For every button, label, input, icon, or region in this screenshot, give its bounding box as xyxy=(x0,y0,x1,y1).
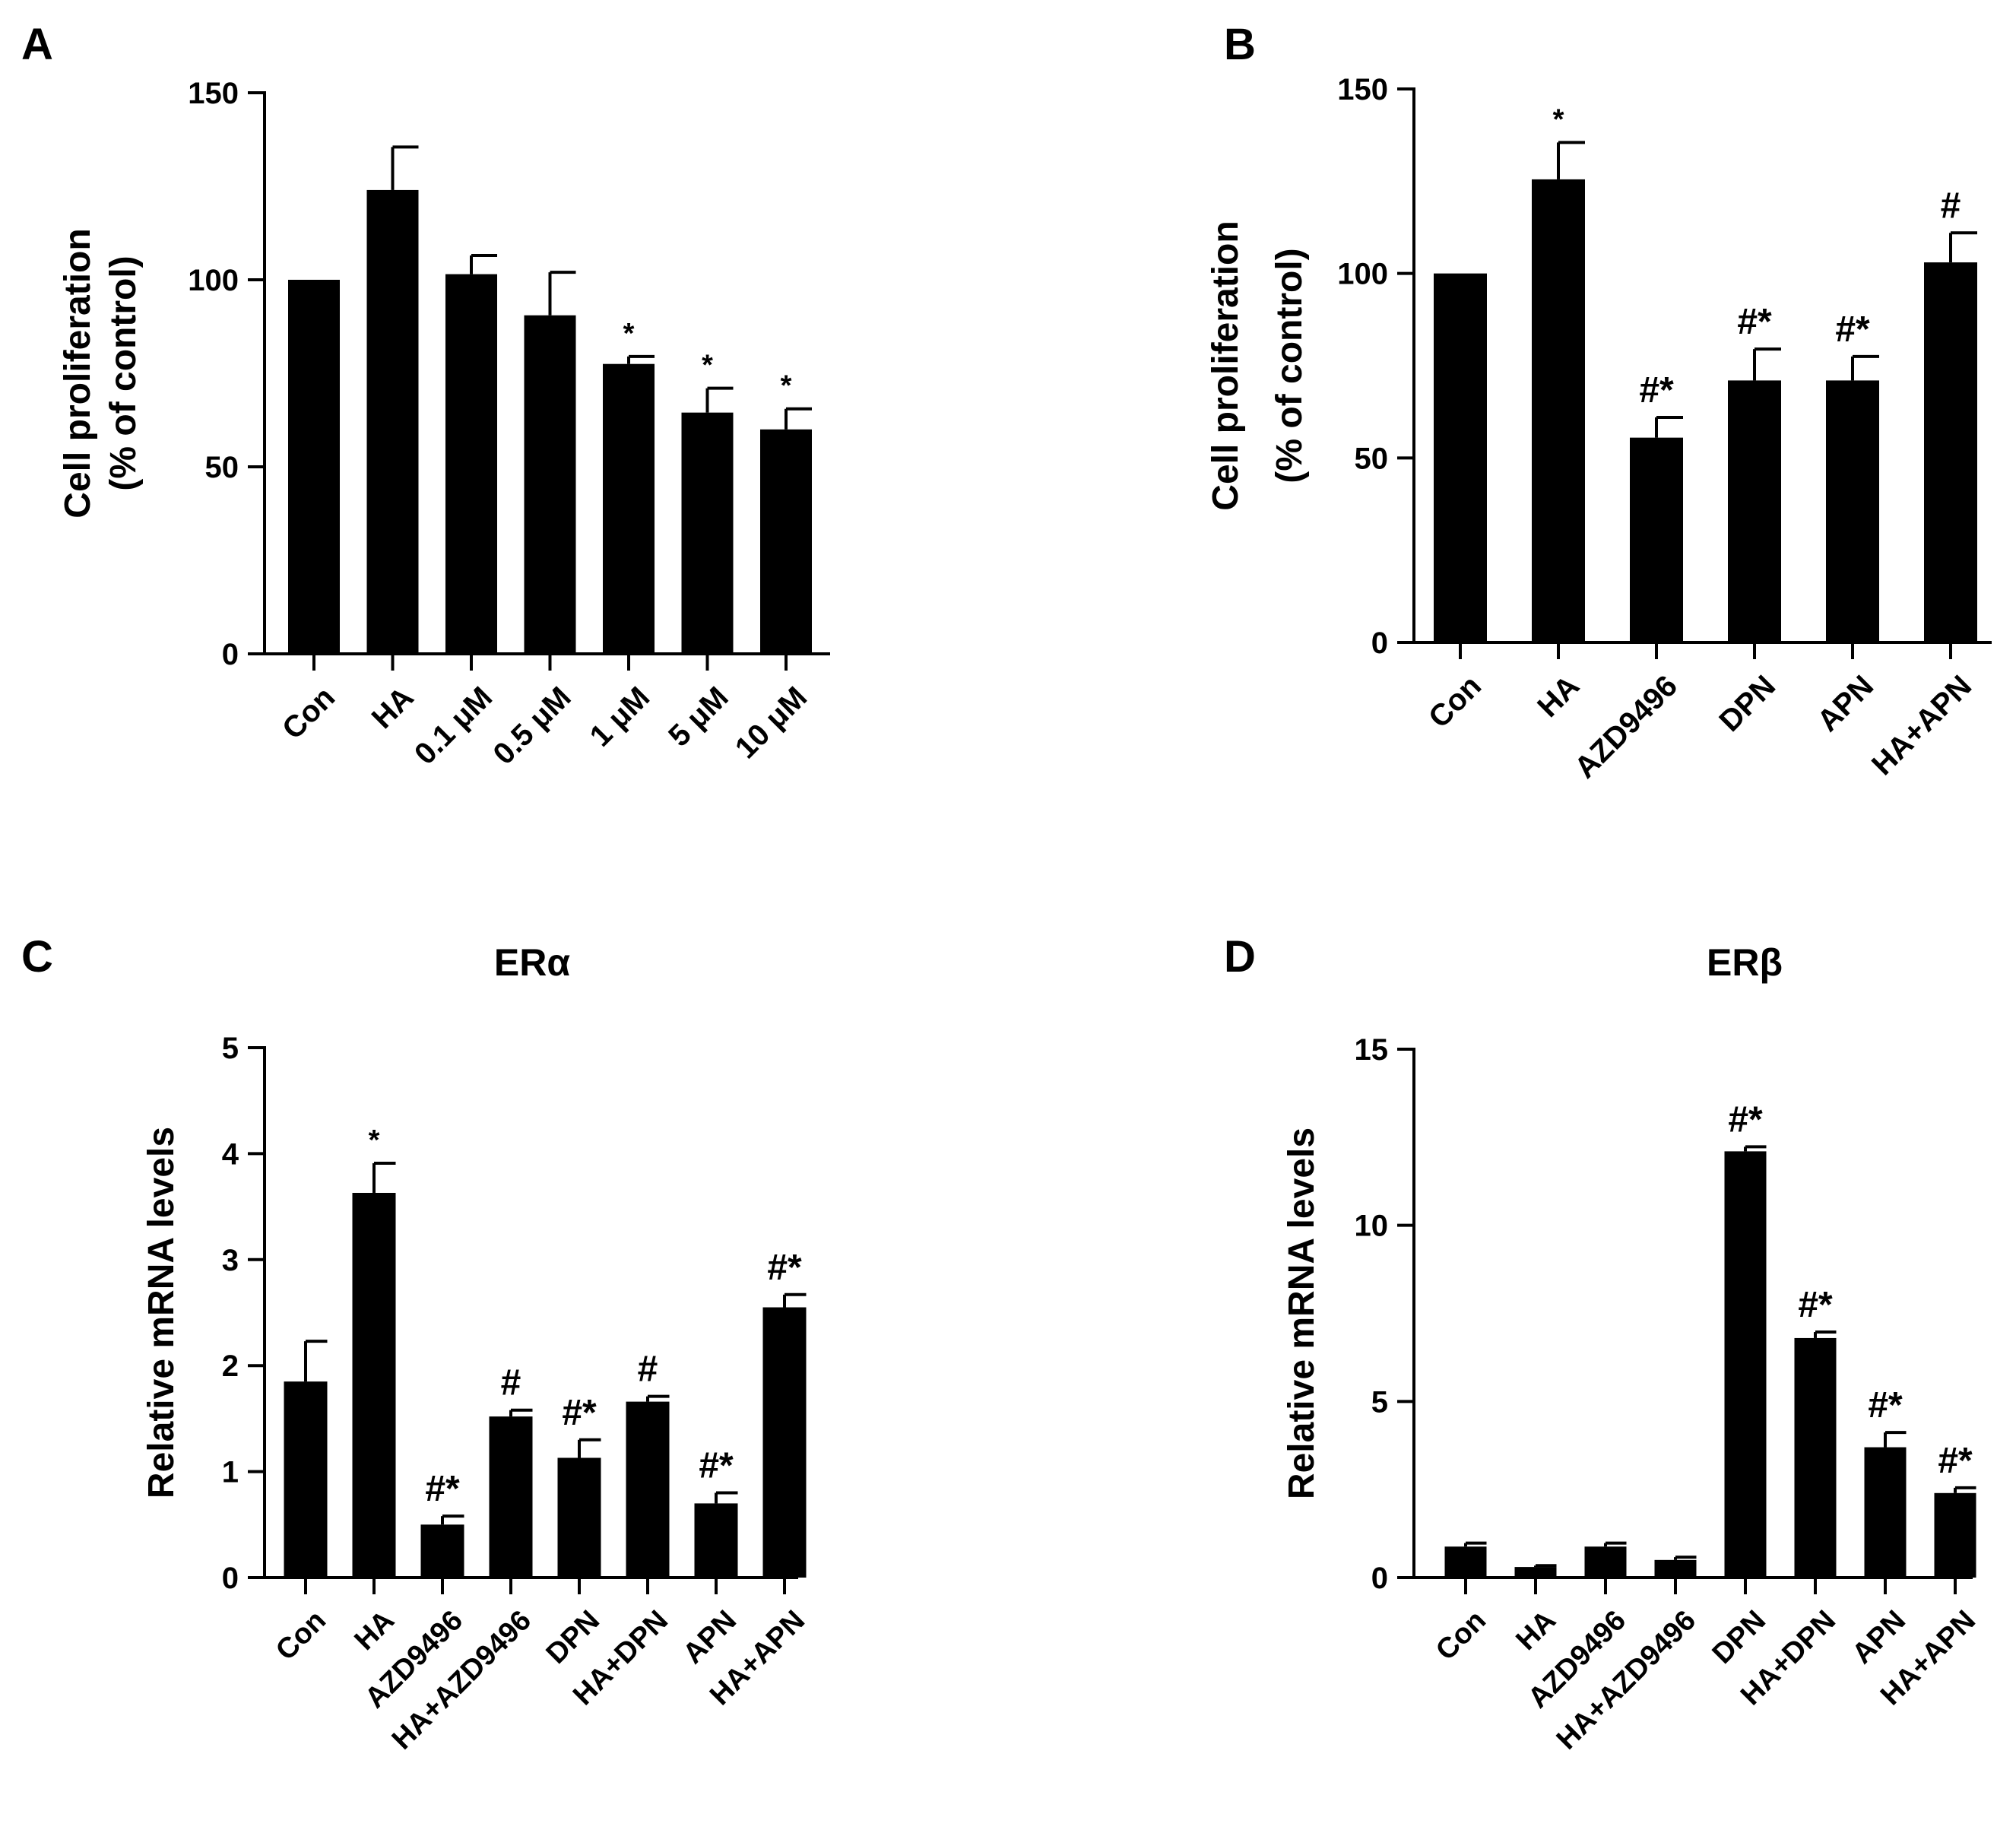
panel-d-significance-8: #* xyxy=(1938,1441,1973,1481)
panel-a-bar-2 xyxy=(366,189,419,655)
panel-b-letter: B xyxy=(1224,20,1256,69)
panel-a-xtick-label-1: Con xyxy=(276,680,341,746)
panel-d-xtick-label-7: APN xyxy=(1846,1604,1912,1670)
panel-c-bar-1 xyxy=(284,1381,328,1578)
panel-b-bar-4 xyxy=(1728,380,1781,642)
panel-a-xtick-label-6: 5 μM xyxy=(662,680,735,753)
panel-d-significance-6: #* xyxy=(1798,1285,1833,1325)
panel-d-ytick-label: 15 xyxy=(1355,1033,1389,1067)
panel-b-significance-6: # xyxy=(1941,186,1961,226)
panel-b-ylabel-line-2: (% of control) xyxy=(1270,248,1310,483)
panel-c-significance-2: * xyxy=(369,1124,380,1156)
panel-b-bar-6 xyxy=(1924,262,1977,642)
panel-b-bar-1 xyxy=(1434,273,1487,642)
panel-b-xtick-label-2: HA xyxy=(1531,669,1586,724)
panel-d-xtick-label-2: HA xyxy=(1510,1604,1563,1657)
panel-d-ytick-label: 10 xyxy=(1355,1210,1389,1243)
panel-d-bar-2 xyxy=(1514,1567,1557,1578)
panel-b-bar-3 xyxy=(1630,437,1683,642)
panel-a-xtick-label-4: 0.5 μM xyxy=(487,680,578,771)
panel-d-ylabel-line-1: Relative mRNA levels xyxy=(1282,1127,1322,1499)
panel-c-significance-7: #* xyxy=(699,1445,734,1486)
panel-d-xtick-label-5: DPN xyxy=(1707,1604,1772,1670)
panel-a-significance-7: * xyxy=(781,370,792,402)
panel-d-title: ERβ xyxy=(1707,941,1783,984)
panel-c-ytick-label: 2 xyxy=(222,1350,239,1383)
panel-c-letter: C xyxy=(21,932,53,982)
panel-c-xtick-label-1: Con xyxy=(270,1604,332,1667)
panel-c-ytick-label: 0 xyxy=(222,1562,239,1595)
panel-d-xtick-label-1: Con xyxy=(1430,1604,1492,1667)
panel-c-bar-6 xyxy=(626,1401,670,1578)
panel-c-xtick-label-2: HA xyxy=(349,1604,401,1657)
panel-a-ytick-label: 50 xyxy=(205,451,239,484)
panel-c-ylabel-line-1: Relative mRNA levels xyxy=(141,1127,182,1499)
panel-a-ytick-label: 150 xyxy=(188,77,239,110)
panel-b-ytick-label: 0 xyxy=(1371,626,1388,660)
panel-a-xtick-label-3: 0.1 μM xyxy=(408,680,499,771)
panel-a-xtick-label-2: HA xyxy=(366,680,420,735)
panel-b-bar-5 xyxy=(1826,380,1879,642)
panel-c-significance-6: # xyxy=(638,1350,658,1390)
panel-d-bar-7 xyxy=(1864,1447,1907,1578)
panel-a-ytick-label: 100 xyxy=(188,264,239,297)
panel-a-bar-1 xyxy=(288,280,340,654)
panel-c-bar-4 xyxy=(489,1416,533,1578)
panel-b-ytick-label: 50 xyxy=(1355,442,1389,475)
panel-c-significance-4: # xyxy=(501,1363,521,1403)
panel-c-bar-2 xyxy=(352,1192,396,1578)
panel-c-bar-3 xyxy=(420,1524,464,1578)
panel-a-ylabel-line-2: (% of control) xyxy=(103,255,144,490)
panel-c-significance-5: #* xyxy=(562,1393,597,1433)
panel-b-bar-2 xyxy=(1532,179,1585,642)
panel-b-significance-5: #* xyxy=(1835,309,1870,350)
panel-c-bar-5 xyxy=(557,1457,601,1578)
panel-b-significance-3: #* xyxy=(1639,370,1674,411)
panel-d-bar-8 xyxy=(1934,1492,1976,1578)
panel-c-ytick-label: 1 xyxy=(222,1456,239,1489)
panel-d-bar-4 xyxy=(1654,1559,1697,1578)
panel-c-title: ERα xyxy=(494,941,570,984)
panel-c-significance-8: #* xyxy=(767,1248,802,1288)
panel-c-bar-8 xyxy=(762,1307,807,1578)
panel-a-bar-3 xyxy=(445,274,497,654)
panel-d-significance-7: #* xyxy=(1868,1385,1903,1426)
panel-a-letter: A xyxy=(21,20,53,69)
panel-d-bar-3 xyxy=(1584,1546,1627,1578)
panel-d-bar-1 xyxy=(1444,1546,1487,1578)
panel-a-xtick-label-7: 10 μM xyxy=(729,680,813,765)
panel-b-ylabel-line-1: Cell proliferation xyxy=(1206,220,1246,510)
panel-a-bar-6 xyxy=(681,412,734,654)
panel-a-bar-5 xyxy=(603,363,655,654)
panel-b-xtick-label-3: AZD9496 xyxy=(1568,669,1684,785)
panel-c-ytick-label: 4 xyxy=(222,1137,239,1171)
panel-b-significance-2: * xyxy=(1553,103,1564,135)
panel-b-significance-4: #* xyxy=(1737,302,1772,342)
panel-b-xtick-label-5: APN xyxy=(1811,669,1880,738)
panel-c-ytick-label: 5 xyxy=(222,1032,239,1065)
panel-a-significance-5: * xyxy=(623,318,635,350)
panel-d-significance-5: #* xyxy=(1728,1099,1763,1140)
panel-c-ytick-label: 3 xyxy=(222,1244,239,1277)
panel-b-xtick-label-4: DPN xyxy=(1713,669,1782,738)
panel-b-ytick-label: 100 xyxy=(1337,258,1388,291)
panel-a-bar-4 xyxy=(524,315,576,654)
panel-a-ytick-label: 0 xyxy=(222,638,239,671)
panel-b-xtick-label-1: Con xyxy=(1422,669,1488,734)
panel-a-bar-7 xyxy=(760,429,812,654)
panel-d-ytick-label: 0 xyxy=(1371,1562,1388,1595)
panel-b-xtick-label-6: HA+APN xyxy=(1865,669,1978,782)
panel-c-bar-7 xyxy=(694,1503,738,1578)
panel-a-ylabel-line-1: Cell proliferation xyxy=(58,228,98,518)
panel-c-significance-3: #* xyxy=(425,1469,460,1509)
panel-a-xtick-label-5: 1 μM xyxy=(584,680,657,753)
panel-d-bar-6 xyxy=(1794,1337,1837,1578)
panel-d-letter: D xyxy=(1224,932,1256,982)
panel-d-ytick-label: 5 xyxy=(1371,1385,1388,1419)
panel-d-bar-5 xyxy=(1724,1151,1767,1578)
panel-a-significance-6: * xyxy=(702,350,713,382)
panel-b-ytick-label: 150 xyxy=(1337,73,1388,106)
